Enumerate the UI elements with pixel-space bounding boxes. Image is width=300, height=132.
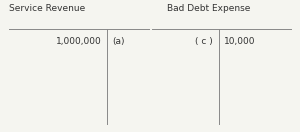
Text: Service Revenue: Service Revenue [9, 4, 85, 13]
Text: 10,000: 10,000 [224, 37, 255, 46]
Text: Bad Debt Expense: Bad Debt Expense [167, 4, 250, 13]
Text: 1,000,000: 1,000,000 [56, 37, 102, 46]
Text: ( c ): ( c ) [195, 37, 213, 46]
Text: (a): (a) [112, 37, 125, 46]
